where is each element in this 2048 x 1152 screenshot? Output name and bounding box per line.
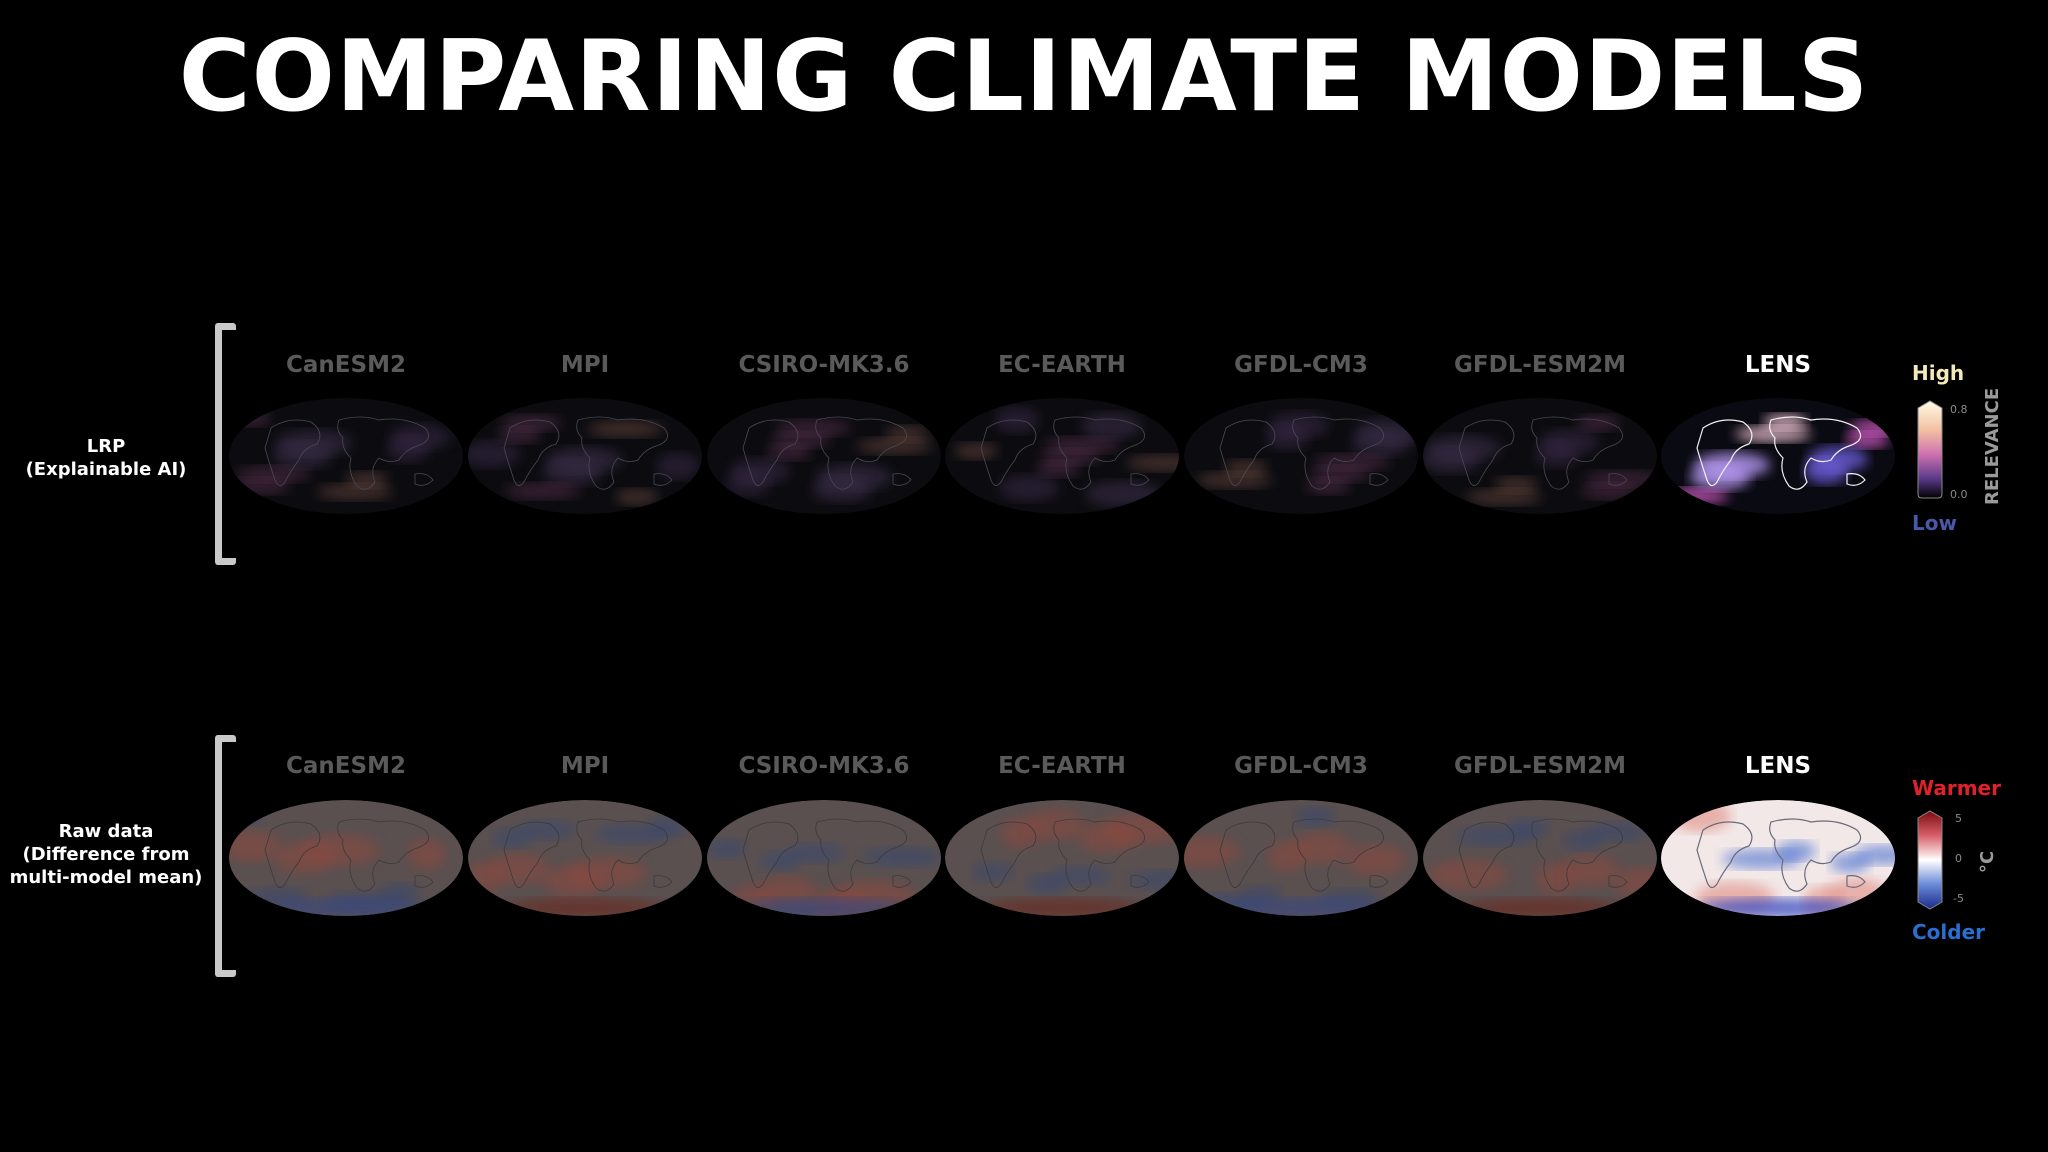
raw-tick-max: 5 bbox=[1955, 812, 1962, 825]
raw-globe-map bbox=[707, 800, 941, 916]
raw-colorbar bbox=[1917, 810, 1943, 910]
lrp-model-label: GFDL-CM3 bbox=[1234, 352, 1368, 378]
lrp-legend-high-label: High bbox=[1912, 361, 1965, 385]
page-title: COMPARING CLIMATE MODELS bbox=[178, 20, 1870, 134]
lrp-row-label-line2: (Explainable AI) bbox=[25, 459, 187, 480]
lrp-globe-map bbox=[468, 398, 702, 514]
lrp-model-label: CanESM2 bbox=[286, 352, 406, 378]
lrp-globe-map bbox=[229, 398, 463, 514]
raw-model-label: GFDL-CM3 bbox=[1234, 753, 1368, 779]
raw-model-label: GFDL-ESM2M bbox=[1454, 753, 1626, 779]
lrp-axis-label: RELEVANCE bbox=[1982, 387, 2003, 505]
lrp-row-bracket bbox=[215, 323, 236, 565]
lrp-model-label: LENS bbox=[1744, 352, 1812, 378]
lrp-colorbar bbox=[1917, 400, 1943, 499]
raw-model-label: CSIRO-MK3.6 bbox=[738, 753, 910, 779]
raw-row-label-line3: multi-model mean) bbox=[9, 867, 203, 888]
lrp-row-label: LRP (Explainable AI) bbox=[0, 435, 212, 481]
raw-row-bracket bbox=[215, 735, 236, 977]
raw-row-label-line1: Raw data bbox=[58, 821, 154, 842]
raw-axis-label: °C bbox=[1977, 850, 1998, 873]
raw-legend-high-label: Warmer bbox=[1912, 776, 2001, 800]
lrp-model-label: EC-EARTH bbox=[998, 352, 1126, 378]
raw-globe-map bbox=[468, 800, 702, 916]
lrp-globe-map bbox=[1184, 398, 1418, 514]
raw-globe-map bbox=[229, 800, 463, 916]
lrp-model-label: GFDL-ESM2M bbox=[1454, 352, 1626, 378]
raw-globe-map bbox=[945, 800, 1179, 916]
lrp-tick-max: 0.8 bbox=[1950, 403, 1968, 416]
lrp-row-label-line1: LRP bbox=[86, 436, 126, 457]
lrp-model-label: MPI bbox=[560, 352, 610, 378]
raw-tick-mid: 0 bbox=[1955, 852, 1962, 865]
raw-model-label: LENS bbox=[1744, 753, 1812, 779]
raw-tick-min: -5 bbox=[1953, 892, 1964, 905]
lrp-globe-map bbox=[1423, 398, 1657, 514]
lrp-tick-min: 0.0 bbox=[1950, 488, 1968, 501]
raw-row-label-line2: (Difference from bbox=[22, 844, 190, 865]
raw-row-label: Raw data (Difference from multi-model me… bbox=[0, 820, 212, 889]
lrp-globe-map bbox=[707, 398, 941, 514]
raw-legend-low-label: Colder bbox=[1912, 920, 1986, 944]
lrp-model-label: CSIRO-MK3.6 bbox=[738, 352, 910, 378]
lrp-globe-map bbox=[945, 398, 1179, 514]
raw-globe-map bbox=[1423, 800, 1657, 916]
lrp-globe-map bbox=[1661, 398, 1895, 514]
raw-globe-map bbox=[1661, 800, 1895, 916]
raw-model-label: CanESM2 bbox=[286, 753, 406, 779]
lrp-legend-low-label: Low bbox=[1912, 511, 1957, 535]
raw-globe-map bbox=[1184, 800, 1418, 916]
raw-model-label: EC-EARTH bbox=[998, 753, 1126, 779]
raw-model-label: MPI bbox=[560, 753, 610, 779]
